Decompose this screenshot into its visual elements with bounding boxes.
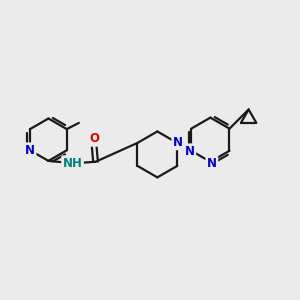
Text: N: N [207, 157, 217, 170]
Text: N: N [185, 145, 195, 158]
Text: NH: NH [63, 157, 82, 170]
Text: N: N [25, 144, 35, 157]
Text: O: O [90, 132, 100, 145]
Text: N: N [173, 136, 183, 149]
